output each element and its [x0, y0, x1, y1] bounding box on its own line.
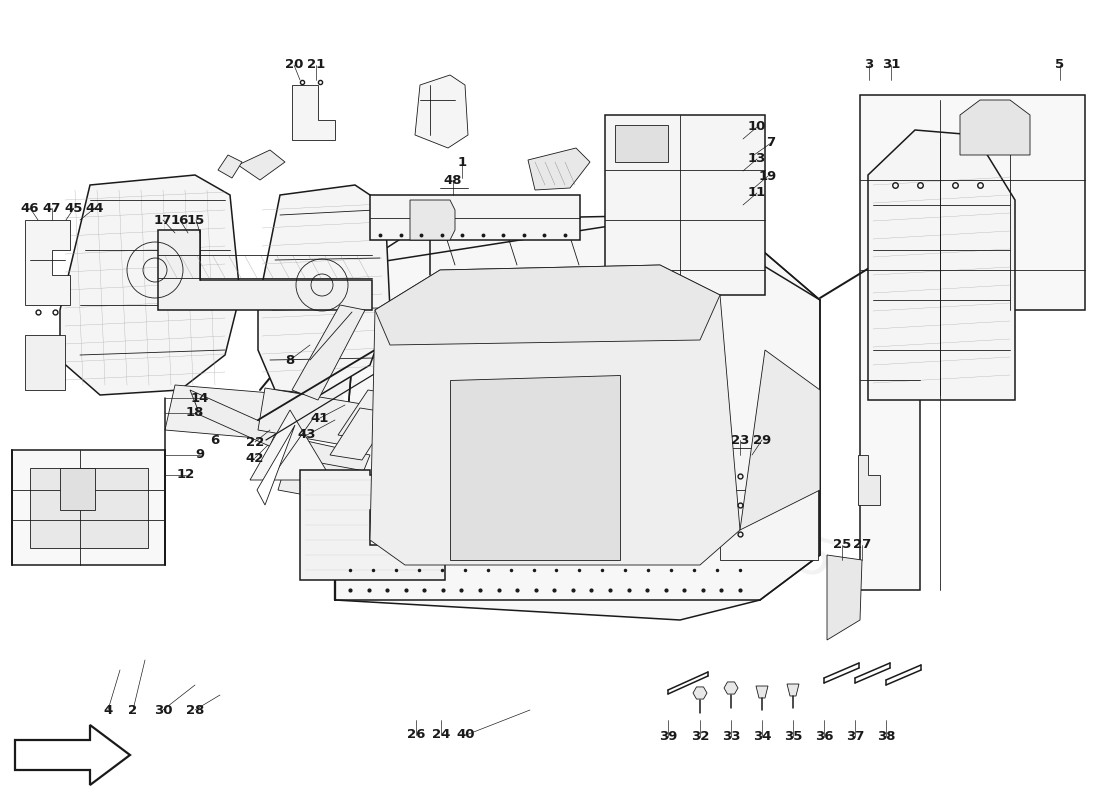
Text: 34: 34 — [752, 730, 771, 743]
Polygon shape — [786, 684, 799, 696]
Text: 11: 11 — [748, 186, 766, 199]
Text: 6: 6 — [210, 434, 220, 446]
Text: 15: 15 — [187, 214, 205, 226]
Polygon shape — [190, 390, 345, 480]
Polygon shape — [60, 175, 240, 395]
Text: 28: 28 — [186, 703, 205, 717]
Polygon shape — [740, 350, 820, 530]
Polygon shape — [30, 468, 148, 548]
Text: 8: 8 — [285, 354, 295, 366]
Polygon shape — [415, 75, 468, 148]
Text: 32: 32 — [691, 730, 710, 743]
Polygon shape — [292, 85, 336, 140]
Text: since 1985: since 1985 — [548, 466, 838, 590]
Polygon shape — [300, 470, 446, 580]
Text: 9: 9 — [196, 449, 205, 462]
Text: 47: 47 — [43, 202, 62, 214]
Text: 13: 13 — [748, 153, 767, 166]
Text: 24: 24 — [432, 729, 450, 742]
Text: 38: 38 — [877, 730, 895, 743]
Text: 3: 3 — [865, 58, 873, 71]
Polygon shape — [615, 125, 668, 162]
Polygon shape — [292, 305, 365, 400]
Text: 37: 37 — [846, 730, 865, 743]
Text: 7: 7 — [767, 137, 775, 150]
Polygon shape — [12, 450, 165, 565]
Text: 33: 33 — [722, 730, 740, 743]
Polygon shape — [960, 100, 1030, 155]
Text: 45: 45 — [65, 202, 84, 214]
Text: 29: 29 — [752, 434, 771, 446]
Polygon shape — [278, 457, 370, 505]
Text: 22: 22 — [246, 435, 264, 449]
Polygon shape — [868, 130, 1015, 400]
Polygon shape — [258, 185, 390, 395]
Text: euro: euro — [300, 290, 800, 478]
Polygon shape — [724, 682, 738, 694]
Text: 39: 39 — [659, 730, 678, 743]
Text: 5: 5 — [1055, 58, 1065, 71]
Polygon shape — [605, 115, 764, 295]
Polygon shape — [370, 265, 740, 565]
Text: a passion: a passion — [352, 430, 682, 498]
Text: 12: 12 — [177, 469, 195, 482]
Polygon shape — [858, 455, 880, 505]
Text: 14: 14 — [190, 391, 209, 405]
Text: 25: 25 — [833, 538, 851, 551]
Polygon shape — [336, 215, 820, 620]
Polygon shape — [756, 686, 768, 698]
Polygon shape — [385, 305, 410, 335]
Text: 36: 36 — [815, 730, 834, 743]
Text: 16: 16 — [170, 214, 189, 226]
Polygon shape — [370, 195, 580, 240]
Polygon shape — [165, 385, 295, 440]
Polygon shape — [250, 410, 332, 480]
Text: 4: 4 — [103, 703, 112, 717]
Text: 19: 19 — [759, 170, 777, 182]
Polygon shape — [450, 375, 620, 560]
Text: 20: 20 — [285, 58, 304, 71]
Text: 46: 46 — [21, 202, 40, 214]
Text: 23: 23 — [730, 434, 749, 446]
Text: 26: 26 — [407, 729, 426, 742]
Polygon shape — [25, 335, 65, 390]
Text: 31: 31 — [882, 58, 900, 71]
Text: 43: 43 — [298, 429, 317, 442]
Text: 30: 30 — [154, 703, 173, 717]
Text: 41: 41 — [311, 411, 329, 425]
Text: 44: 44 — [86, 202, 104, 214]
Text: 42: 42 — [245, 451, 264, 465]
Text: 21: 21 — [307, 58, 326, 71]
Polygon shape — [25, 220, 70, 305]
Polygon shape — [338, 390, 400, 440]
Text: 35: 35 — [784, 730, 802, 743]
Polygon shape — [720, 448, 818, 560]
Text: 10: 10 — [748, 121, 767, 134]
Polygon shape — [218, 155, 242, 178]
Polygon shape — [375, 265, 720, 345]
Text: 2: 2 — [129, 703, 138, 717]
Text: 27: 27 — [852, 538, 871, 551]
Polygon shape — [410, 200, 455, 240]
Polygon shape — [158, 230, 372, 310]
Polygon shape — [693, 687, 707, 699]
Polygon shape — [60, 468, 95, 510]
Polygon shape — [827, 555, 862, 640]
Text: 18: 18 — [186, 406, 205, 419]
Text: 40: 40 — [456, 729, 475, 742]
Polygon shape — [257, 425, 295, 505]
Text: 48: 48 — [443, 174, 462, 186]
Polygon shape — [15, 725, 130, 785]
Text: 1: 1 — [458, 157, 466, 170]
Polygon shape — [528, 148, 590, 190]
Polygon shape — [330, 408, 392, 460]
Polygon shape — [258, 388, 369, 448]
Polygon shape — [265, 434, 370, 480]
Text: 17: 17 — [154, 214, 172, 226]
Polygon shape — [238, 150, 285, 180]
Polygon shape — [860, 95, 1085, 590]
